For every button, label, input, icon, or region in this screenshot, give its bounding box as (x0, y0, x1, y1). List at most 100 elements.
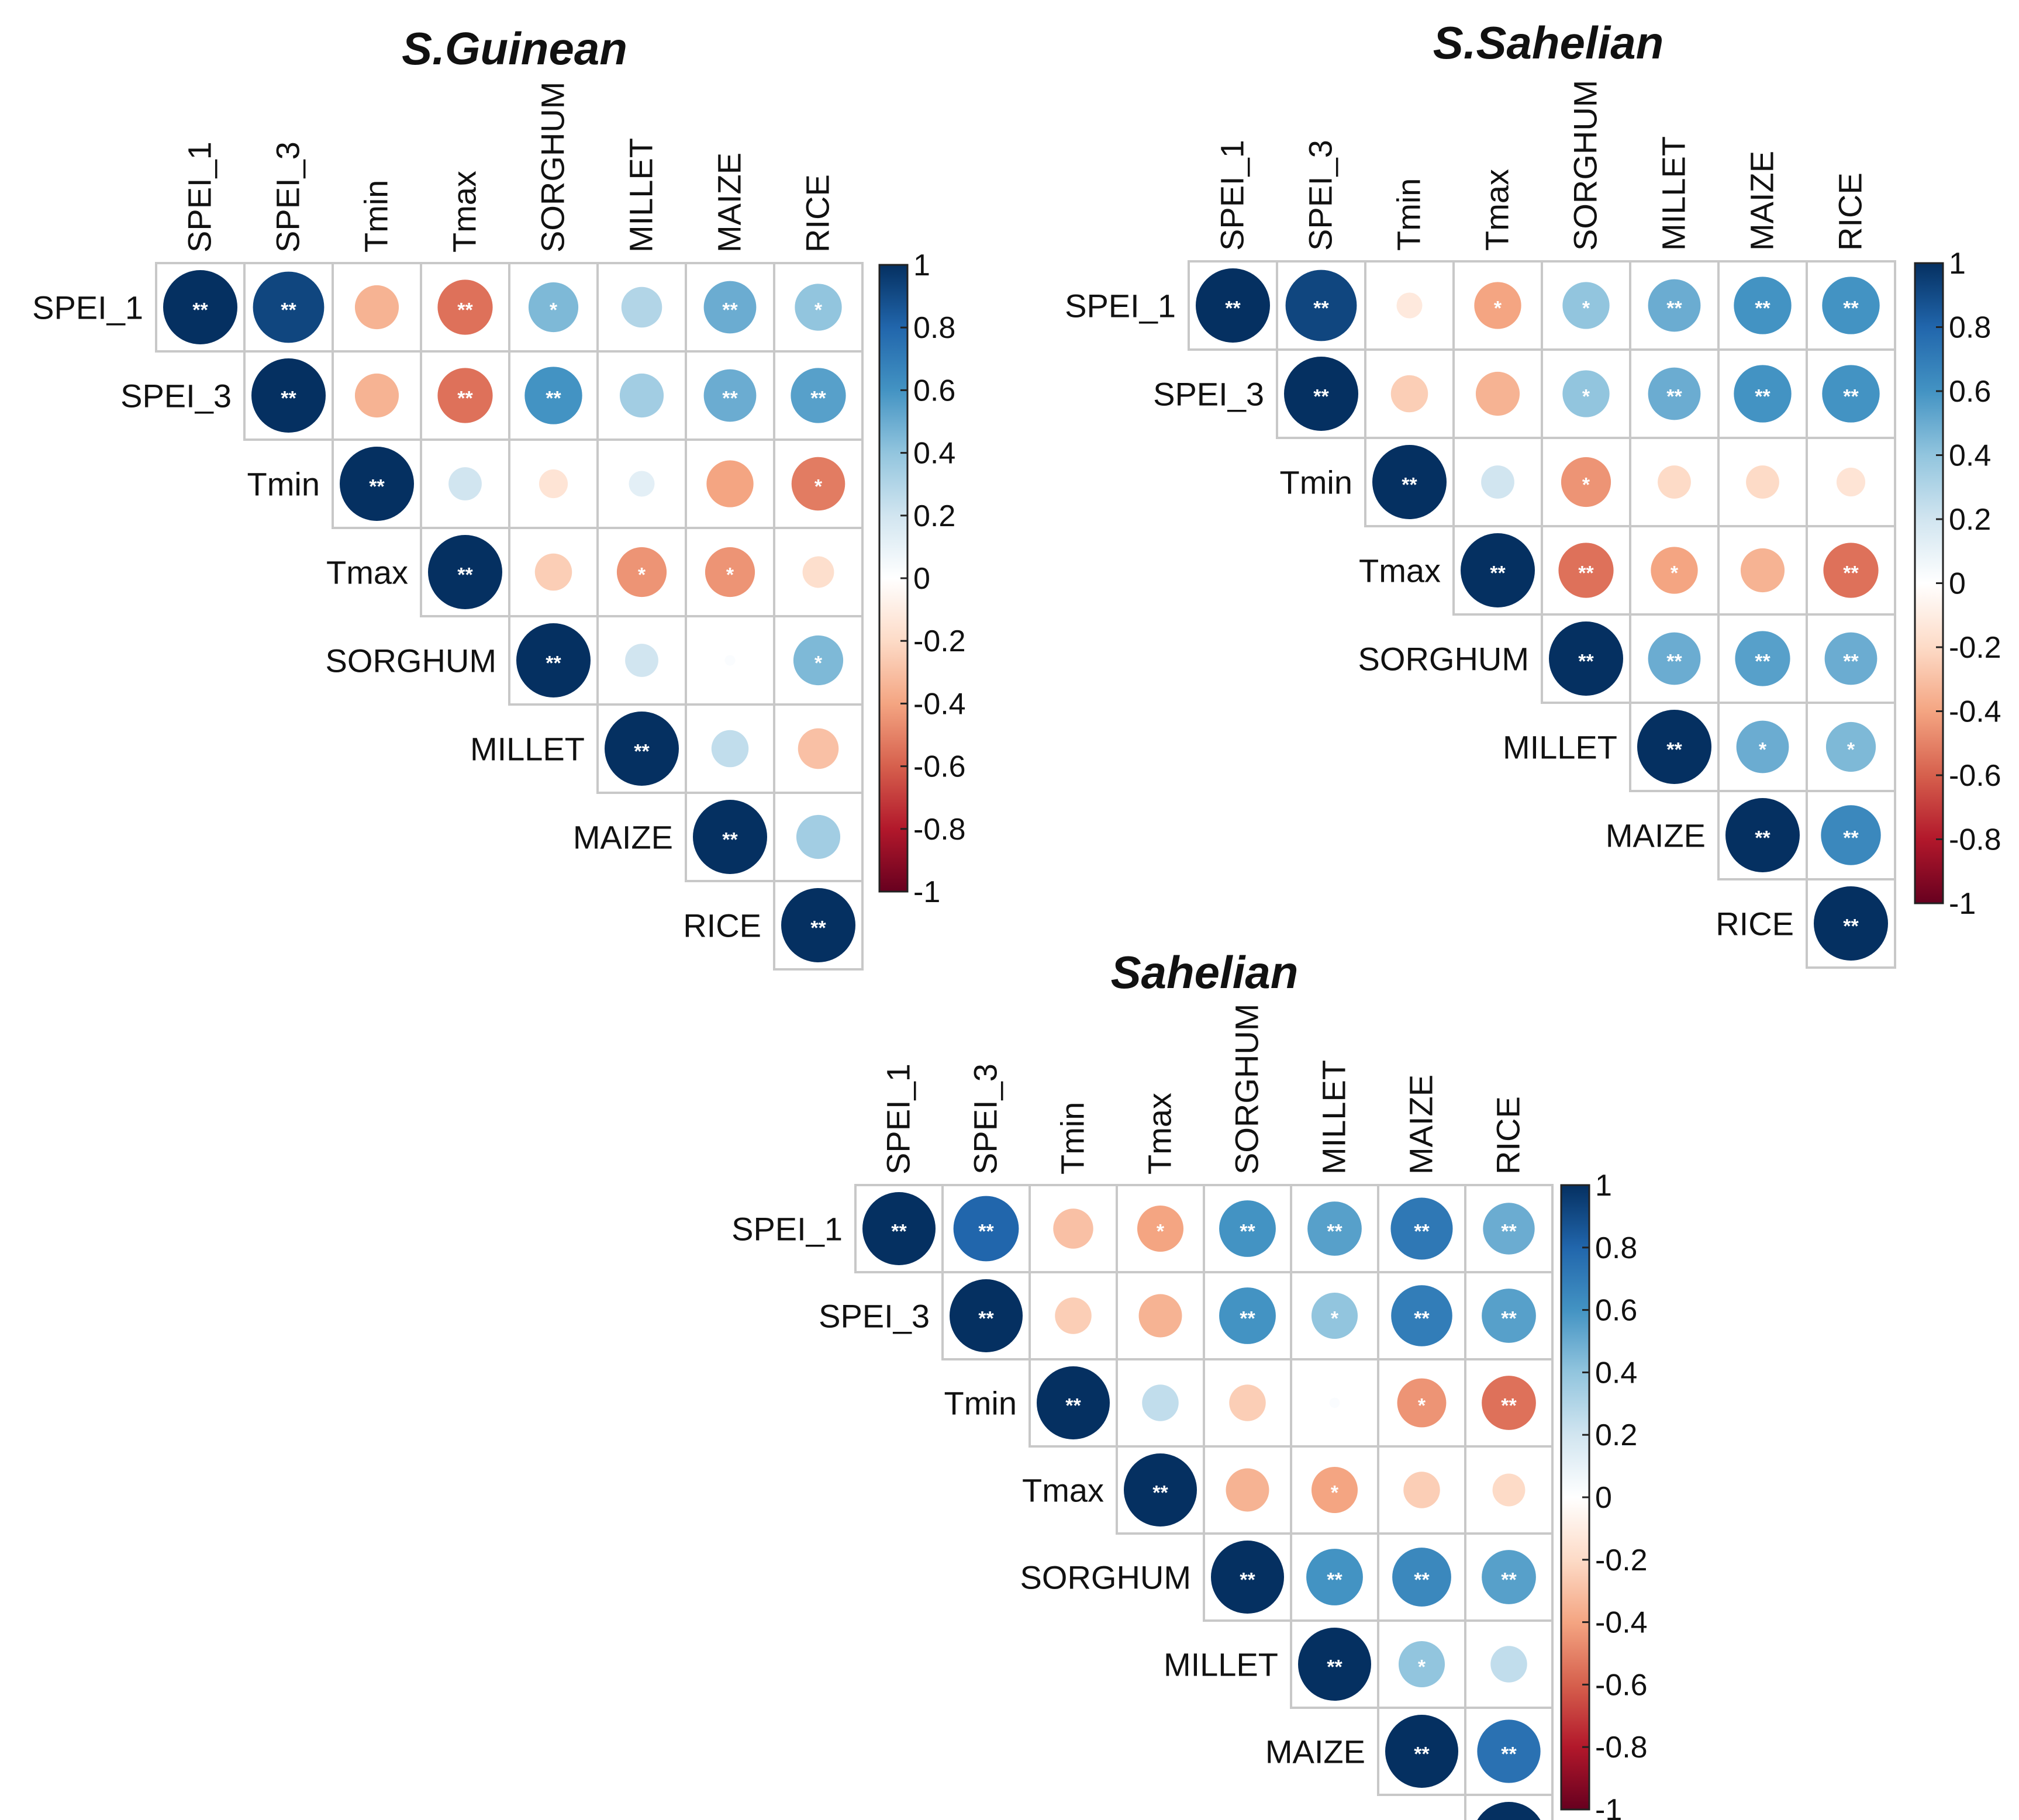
column-label-rice: RICE (1490, 1096, 1527, 1175)
corr-circle-millet-millet (605, 712, 679, 786)
colorbar-tick-label: 0.6 (1595, 1294, 1637, 1328)
significance-mark: ** (1490, 562, 1506, 585)
significance-mark: * (1157, 1221, 1165, 1243)
corr-circle-rice-rice (1477, 1802, 1541, 1820)
colorbar-tick-label: -0.6 (1595, 1668, 1648, 1702)
colorbar-tick-label: 0.8 (1949, 311, 1991, 345)
significance-mark: * (1331, 1308, 1339, 1330)
corr-circle-spei-1-millet (621, 286, 662, 328)
significance-mark: ** (1666, 651, 1682, 673)
colorbar-tick-label: -0.8 (1595, 1731, 1648, 1764)
colorbar-tick-label: 0.4 (913, 437, 955, 471)
cell-border (1464, 1794, 1554, 1820)
column-label-spei-1: SPEI_1 (181, 141, 218, 253)
corr-circle-spei-1-spei-1 (1196, 268, 1270, 343)
row-label-millet: MILLET (1503, 729, 1617, 766)
significance-mark: * (814, 299, 823, 322)
colorbar-tick-label: -1 (913, 875, 940, 909)
corr-circle-tmax-tmax (1124, 1453, 1197, 1527)
corr-circle-tmax-tmax (428, 535, 502, 609)
colorbar-tick-label: -0.2 (913, 624, 966, 658)
corr-circle-tmax-sorghum (1558, 543, 1614, 598)
corr-circle-millet-maize (1398, 1641, 1445, 1688)
colorbar-tick-label: 0.2 (1949, 503, 1991, 537)
corr-circle-spei-1-tmin (1053, 1208, 1093, 1249)
colorbar-tick-label: 0.8 (913, 311, 955, 345)
significance-mark: * (814, 652, 823, 675)
corr-circle-spei-1-millet (1307, 1201, 1362, 1256)
significance-mark: ** (369, 476, 385, 498)
significance-mark: * (638, 564, 646, 586)
row-label-tmin: Tmin (247, 466, 320, 503)
significance-mark: ** (978, 1308, 994, 1330)
significance-mark: * (1671, 562, 1679, 585)
corr-circle-spei-3-sorghum (1562, 370, 1610, 417)
colorbar-tick-label: -0.8 (913, 813, 966, 847)
corr-circle-sorghum-rice (1482, 1550, 1536, 1604)
corr-circle-tmin-rice (1836, 467, 1866, 497)
row-label-tmax: Tmax (1359, 552, 1441, 589)
column-label-tmax: Tmax (1141, 1093, 1178, 1175)
significance-mark: ** (634, 741, 650, 763)
corr-circle-tmax-rice (1492, 1473, 1526, 1507)
significance-mark: ** (1501, 1569, 1517, 1591)
significance-mark: * (1582, 474, 1590, 496)
significance-mark: ** (1501, 1221, 1517, 1243)
corr-circle-tmin-millet (629, 471, 655, 497)
significance-mark: ** (1666, 386, 1682, 408)
corr-circle-spei-1-spei-3 (253, 271, 325, 343)
corr-circle-tmax-tmax (1461, 533, 1535, 607)
significance-mark: ** (1843, 298, 1859, 320)
colorbar-tick-label: -0.2 (1595, 1543, 1648, 1577)
corr-circle-tmin-sorghum (1229, 1384, 1266, 1421)
significance-mark: ** (1414, 1569, 1430, 1591)
corr-circle-spei-1-rice (1822, 277, 1880, 334)
corr-circle-tmax-millet (616, 547, 667, 598)
colorbar-tick-label: -0.6 (913, 750, 966, 784)
column-label-spei-3: SPEI_3 (1302, 140, 1339, 251)
corr-circle-spei-3-maize (1391, 1285, 1452, 1346)
corr-circle-spei-3-tmin (1055, 1297, 1092, 1334)
row-label-maize: MAIZE (1606, 817, 1706, 854)
corr-circle-spei-1-sorghum (1562, 282, 1610, 329)
corr-circle-tmin-tmax (1481, 465, 1514, 499)
corr-circle-spei-3-tmax (1475, 371, 1520, 416)
cell-border (1806, 878, 1896, 969)
significance-mark: ** (1843, 651, 1859, 673)
significance-mark: * (814, 476, 823, 498)
significance-mark: ** (281, 388, 296, 410)
significance-mark: ** (1755, 651, 1770, 673)
corr-circle-spei-3-sorghum (1219, 1287, 1276, 1344)
significance-mark: * (1494, 298, 1502, 320)
significance-mark: ** (978, 1221, 994, 1243)
significance-mark: * (1759, 739, 1767, 761)
significance-mark: ** (1755, 298, 1770, 320)
corr-circle-millet-millet (1298, 1628, 1371, 1701)
significance-mark: ** (722, 299, 738, 322)
column-label-sorghum: SORGHUM (1567, 80, 1604, 251)
corr-circle-millet-rice (1490, 1646, 1527, 1683)
corr-circle-sorghum-maize (1392, 1548, 1451, 1607)
cell-border (773, 880, 864, 971)
significance-mark: ** (1578, 651, 1594, 673)
corr-circle-tmin-rice (791, 457, 845, 511)
corr-circle-sorghum-rice (793, 635, 844, 686)
corr-circle-tmin-maize (706, 460, 754, 507)
significance-mark: ** (457, 564, 473, 586)
panel-sahelian: Sahelian SPEI_1 SPEI_3 Tmin Tmax SORGHUM MILLE… (731, 947, 1648, 1820)
corr-circle-tmin-maize (1746, 465, 1779, 499)
panel-s-guinean: S.Guinean SPEI_1 SPEI_3 Tmin Tmax SORGHUM MILL… (32, 23, 966, 971)
corr-circle-tmax-maize (705, 547, 755, 598)
corr-circle-millet-maize (711, 730, 749, 768)
row-label-tmax: Tmax (326, 554, 408, 591)
significance-mark: ** (891, 1221, 907, 1243)
corr-circle-spei-3-rice (791, 368, 846, 423)
significance-mark: ** (1755, 827, 1770, 849)
column-label-sorghum: SORGHUM (534, 82, 571, 253)
significance-mark: ** (1843, 916, 1859, 938)
corr-circle-sorghum-millet (1648, 632, 1701, 685)
corr-circle-rice-rice (781, 888, 855, 962)
chart-title: S.Sahelian (1433, 17, 1664, 68)
corr-circle-spei-3-sorghum (524, 367, 582, 424)
column-label-millet: MILLET (1316, 1060, 1352, 1175)
